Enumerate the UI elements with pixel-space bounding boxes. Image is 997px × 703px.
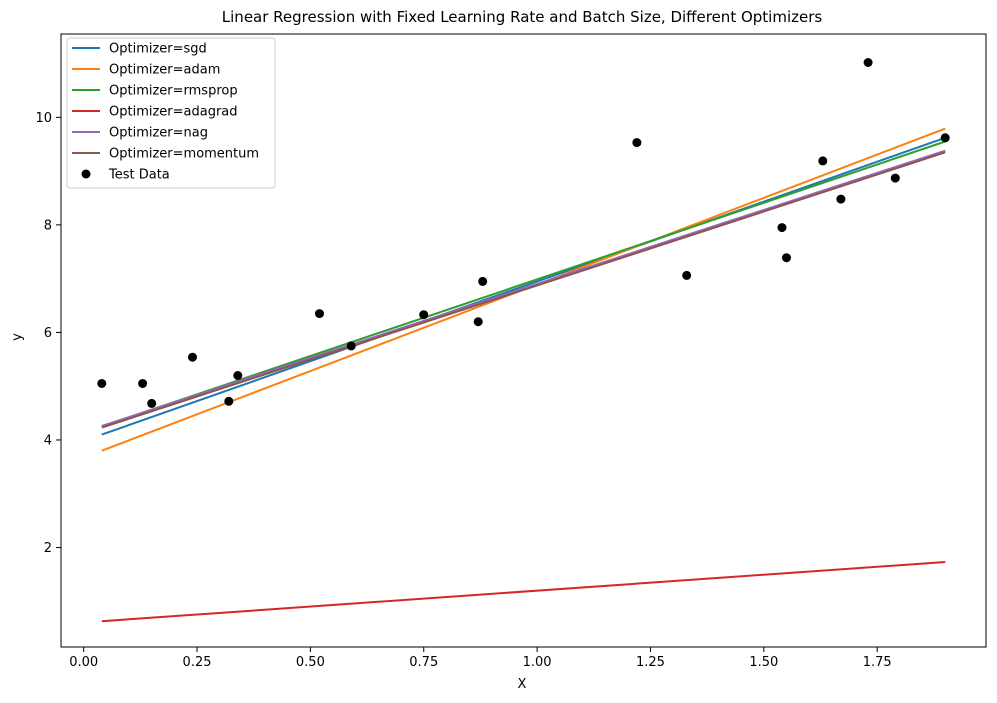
test-data-point-19 (940, 133, 950, 143)
test-data-point-5 (233, 371, 243, 380)
legend-label-3: Optimizer=adagrad (109, 105, 238, 120)
legend-label-1: Optimizer=adam (109, 63, 220, 78)
axis-ticks: 0.00 0.25 0.50 0.75 1.00 1.25 1.50 1.75 2 4 6 8 10 (35, 111, 891, 670)
test-data-point-15 (818, 156, 828, 166)
legend: Optimizer=sgd Optimizer=adam Optimizer=rms… (66, 37, 276, 189)
legend-label-5: Optimizer=momentum (109, 147, 259, 162)
legend-label-4: Optimizer=nag (109, 126, 208, 141)
x-tick-label-2: 0.50 (296, 655, 325, 670)
test-data-point-14 (782, 253, 791, 263)
test-data-point-3 (188, 352, 197, 362)
series-line-2 (101, 140, 946, 428)
test-data-point-9 (473, 317, 483, 327)
x-tick-label-6: 1.50 (749, 655, 778, 670)
x-tick-label-1: 0.25 (183, 655, 212, 670)
y-tick-label-4: 10 (35, 111, 52, 126)
test-data-point-16 (836, 194, 846, 204)
test-data-point-13 (777, 223, 787, 233)
legend-label-6: Test Data (108, 168, 170, 183)
x-tick-label-0: 0.00 (69, 655, 98, 670)
test-data-point-2 (147, 398, 157, 408)
x-axis-label: X (518, 677, 527, 692)
test-data-point-4 (224, 396, 234, 406)
x-tick-label-5: 1.25 (636, 655, 665, 670)
test-data-point-7 (346, 341, 356, 351)
y-axis-label: y (10, 333, 25, 341)
series-line-0 (101, 136, 946, 436)
test-data-point-8 (419, 310, 429, 320)
test-data-point-6 (315, 309, 324, 319)
test-data-point-10 (478, 276, 488, 286)
x-tick-label-7: 1.75 (863, 655, 892, 670)
test-data-point-1 (138, 379, 148, 388)
series-line-3 (101, 561, 946, 623)
y-tick-label-3: 8 (44, 218, 52, 233)
plot-frame (60, 33, 987, 648)
legend-label-2: Optimizer=rmsprop (109, 84, 238, 99)
series-line-5 (101, 151, 946, 429)
plot-area (97, 58, 950, 623)
y-tick-label-1: 4 (44, 433, 52, 448)
series-line-4 (101, 149, 946, 427)
x-tick-label-4: 1.00 (523, 655, 552, 670)
legend-swatch-6 (81, 169, 91, 179)
y-tick-label-0: 2 (44, 541, 52, 556)
test-data-point-12 (682, 270, 692, 280)
x-tick-label-3: 0.75 (409, 655, 438, 670)
test-data-point-11 (632, 138, 642, 148)
test-data-point-18 (890, 173, 900, 183)
legend-box (66, 37, 276, 189)
legend-label-0: Optimizer=sgd (109, 42, 207, 57)
test-data-point-0 (97, 379, 107, 388)
chart-title: Linear Regression with Fixed Learning Ra… (222, 8, 823, 26)
test-data-point-17 (863, 58, 873, 67)
y-tick-label-2: 6 (44, 326, 52, 341)
